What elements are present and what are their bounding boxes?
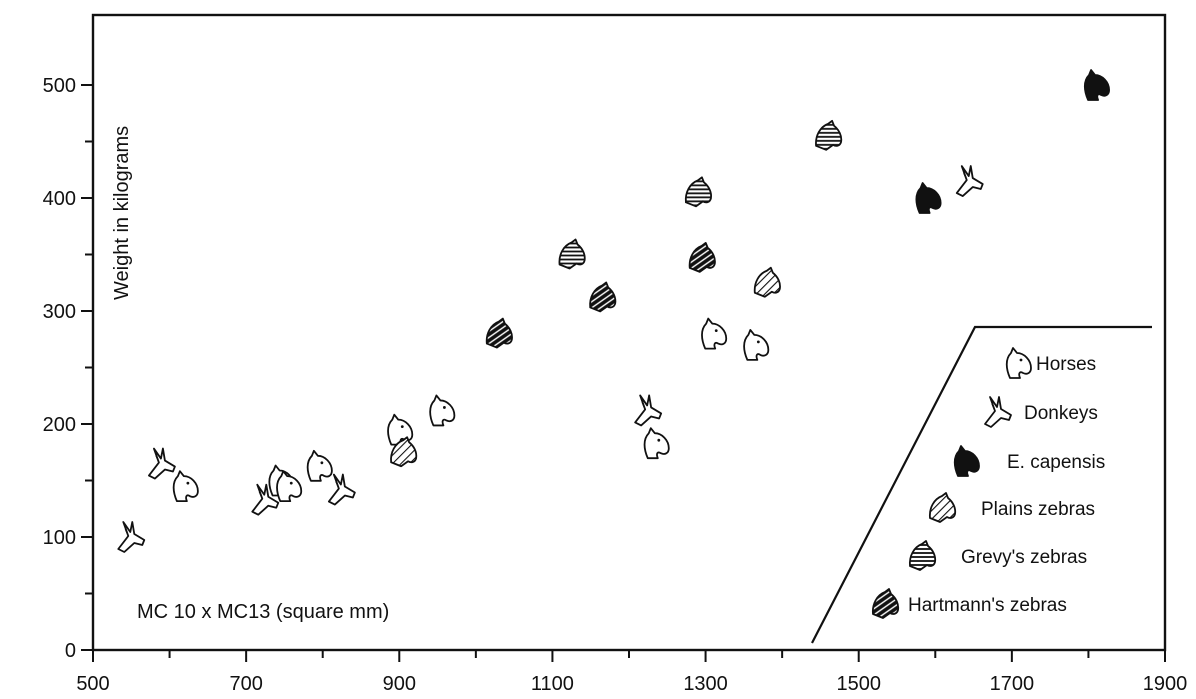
hartmann-s-zebras-point <box>688 241 716 273</box>
e-capensis-point <box>1083 69 1110 101</box>
donkeys-point <box>634 394 663 427</box>
data-points <box>117 69 1110 553</box>
plains-zebras-point <box>390 436 418 468</box>
e-capensis-point <box>915 182 942 214</box>
grevy-s-zebras-point <box>815 119 843 151</box>
legend-icon-hartmann-s-zebras <box>872 588 900 619</box>
legend-icon-grevy-s-zebras <box>909 540 937 571</box>
legend-icon-donkeys <box>984 396 1012 428</box>
legend-label-e-capensis: E. capensis <box>1007 452 1105 473</box>
x-tick-label: 1500 <box>836 673 881 695</box>
donkeys-point <box>148 447 176 480</box>
x-tick-label: 500 <box>76 673 109 695</box>
grevy-s-zebras-point <box>558 238 586 270</box>
x-axis-title: MC 10 x MC13 (square mm) <box>137 601 389 623</box>
legend-icon-plains-zebras <box>929 492 957 523</box>
y-tick-label: 200 <box>43 414 76 436</box>
horses-point <box>701 317 728 350</box>
y-tick-label: 300 <box>43 301 76 323</box>
x-tick-label: 900 <box>383 673 416 695</box>
x-tick-label: 700 <box>229 673 262 695</box>
plains-zebras-point <box>753 266 781 298</box>
legend-label-horses: Horses <box>1036 354 1096 375</box>
y-tick-label: 500 <box>43 75 76 97</box>
x-tick-label: 1900 <box>1143 673 1188 695</box>
y-axis-title: Weight in kilograms <box>111 126 133 300</box>
legend-icon-horses <box>1005 347 1032 379</box>
legend-label-donkeys: Donkeys <box>1024 403 1098 424</box>
hartmann-s-zebras-point <box>589 281 617 313</box>
y-tick-label: 0 <box>65 640 76 662</box>
axis-ticks: 500 700 900 1100 1300 1500 1700 1900 0 100 200 300 4… <box>43 75 1188 695</box>
legend-border <box>811 325 1152 644</box>
legend: Horses Donkeys E. capensis Plains zebras Gre… <box>872 347 1105 619</box>
y-tick-label: 400 <box>43 188 76 210</box>
horses-point <box>643 427 670 460</box>
grevy-s-zebras-point <box>684 176 713 208</box>
horses-point <box>743 328 770 361</box>
donkeys-point <box>251 483 280 516</box>
horses-point <box>429 394 456 427</box>
horses-point <box>306 449 333 482</box>
x-tick-label: 1100 <box>531 673 574 695</box>
y-tick-label: 100 <box>43 527 76 549</box>
x-tick-label: 1300 <box>683 673 728 695</box>
horses-point <box>276 470 303 503</box>
hartmann-s-zebras-point <box>485 317 513 349</box>
horses-point <box>172 470 199 503</box>
legend-label-hartmann-s-zebras: Hartmann's zebras <box>908 595 1067 616</box>
legend-label-plains-zebras: Plains zebras <box>981 499 1095 520</box>
donkeys-point <box>955 165 984 197</box>
donkeys-point <box>117 521 146 553</box>
donkeys-point <box>327 473 356 506</box>
legend-icon-e-capensis <box>953 445 980 477</box>
x-tick-label: 1700 <box>990 673 1035 695</box>
legend-label-grevy-s-zebras: Grevy's zebras <box>961 547 1087 568</box>
